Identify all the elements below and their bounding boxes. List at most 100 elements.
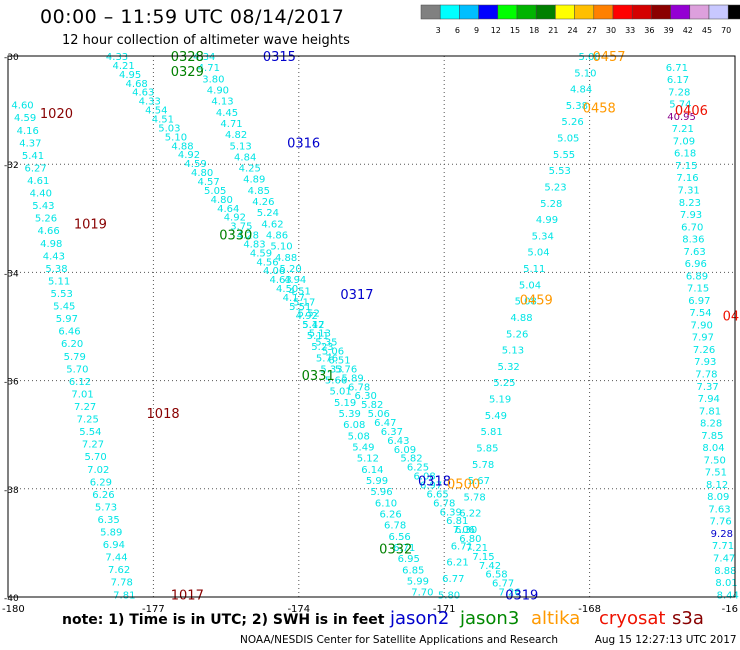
swh-value: 5.89: [100, 528, 122, 539]
swh-value: 7.44: [105, 553, 127, 564]
pass-time-label: 1018: [147, 407, 180, 422]
y-tick-label: -40: [4, 594, 19, 604]
swh-value: 5.04: [519, 280, 541, 291]
swh-value: 5.26: [35, 214, 57, 225]
swh-value: 6.81: [446, 516, 468, 527]
swh-value: 4.89: [243, 175, 265, 186]
swh-value: 5.20: [279, 264, 301, 275]
swh-value: 6.21: [446, 558, 468, 569]
swh-value: 7.97: [692, 333, 714, 344]
colorbar-label: 42: [683, 26, 693, 35]
pass-time-label: 0317: [340, 288, 373, 303]
y-tick-label: -34: [4, 269, 19, 279]
swh-value: 4.43: [43, 251, 65, 262]
pass-time-label: 0329: [171, 65, 204, 80]
colorbar-label: 36: [644, 26, 654, 35]
swh-value: 7.71: [712, 541, 734, 552]
swh-value: 6.77: [442, 574, 464, 585]
swh-value: 4.64: [217, 204, 239, 215]
swh-value: 4.63: [132, 88, 154, 99]
chart-subtitle: 12 hour collection of altimeter wave hei…: [62, 33, 350, 48]
swh-value: 8.09: [707, 492, 729, 503]
colorbar-swatch: [593, 4, 614, 20]
swh-value: 7.81: [699, 406, 721, 417]
swh-value: 7.47: [713, 553, 735, 564]
swh-value: 5.39: [339, 409, 361, 420]
swh-value: 7.15: [687, 284, 709, 295]
swh-value: 4.90: [207, 85, 229, 96]
swh-value: 7.25: [77, 415, 99, 426]
swh-value: 7.27: [74, 402, 96, 413]
swh-value: 5.12: [357, 454, 379, 465]
colorbar-label: 12: [491, 26, 501, 35]
swh-value: 4.13: [211, 97, 233, 108]
swh-value: 4.37: [19, 138, 41, 149]
y-tick-label: -36: [4, 378, 19, 388]
swh-value: 4.59: [250, 248, 272, 259]
swh-value: 5.74: [669, 100, 691, 111]
swh-value: 6.20: [61, 339, 83, 350]
swh-value: 6.17: [667, 75, 689, 86]
x-tick-label: -16: [722, 604, 738, 615]
swh-value: 5.03: [158, 123, 180, 134]
swh-value: 8.44: [717, 590, 739, 601]
swh-value: 4.21: [112, 61, 134, 72]
mission-altika: altika: [531, 608, 581, 629]
swh-value: 7.27: [82, 440, 104, 451]
swh-value: 4.51: [152, 114, 174, 125]
pass-time-label: 0318: [418, 475, 451, 490]
swh-value: 5.10: [165, 132, 187, 143]
swh-value: 4.61: [27, 176, 49, 187]
swh-value: 7.94: [698, 394, 720, 405]
swh-value: 40.95: [667, 112, 696, 123]
swh-value: 5.33: [320, 364, 342, 375]
swh-value: 4.80: [191, 168, 213, 179]
swh-value: 7.54: [689, 308, 711, 319]
swh-value: 7.06: [453, 525, 475, 536]
swh-value: 4.17: [283, 293, 305, 304]
pass-time-label: 0332: [379, 542, 412, 557]
swh-value: 4.63: [269, 275, 291, 286]
swh-value: 4.25: [239, 164, 261, 175]
colorbar-label: 21: [548, 26, 558, 35]
swh-value: 5.17: [302, 320, 324, 331]
swh-value: 5.52: [298, 309, 320, 320]
swh-value: 6.09: [394, 445, 416, 456]
swh-value: 5.25: [493, 378, 515, 389]
swh-value: 6.10: [375, 498, 397, 509]
swh-value: 7.31: [678, 185, 700, 196]
swh-value: 6.70: [681, 222, 703, 233]
swh-value: 5.08: [515, 297, 537, 308]
swh-value: 5.35: [315, 338, 337, 349]
swh-value: 5.06: [322, 347, 344, 358]
x-tick-label: -180: [2, 604, 25, 615]
swh-value: 5.73: [95, 502, 117, 513]
swh-value: 7.28: [668, 87, 690, 98]
swh-value: 4.59: [184, 159, 206, 170]
colorbar-label: 9: [474, 26, 479, 35]
pass-time-label: 0457: [592, 50, 625, 65]
swh-value: 7.42: [479, 561, 501, 572]
swh-value: 5.19: [489, 395, 511, 406]
swh-value: 4.85: [248, 186, 270, 197]
swh-value: 5.23: [544, 182, 566, 193]
swh-value: 9.28: [711, 529, 733, 540]
swh-value: 6.26: [92, 490, 114, 501]
swh-value: 5.96: [370, 487, 392, 498]
colorbar-label: 30: [606, 26, 616, 35]
swh-value: 5.19: [334, 398, 356, 409]
swh-value: 5.38: [45, 264, 67, 275]
swh-value: 5.66: [325, 376, 347, 387]
mission-jason2: jason2: [390, 608, 450, 629]
swh-value: 5.08: [578, 52, 600, 63]
swh-value: 6.37: [381, 427, 403, 438]
swh-value: 5.05: [557, 134, 579, 145]
swh-value: 5.26: [561, 117, 583, 128]
swh-value: 5.49: [485, 411, 507, 422]
colorbar-swatch: [670, 4, 691, 20]
colorbar-swatch: [439, 4, 460, 20]
swh-value: 6.35: [98, 515, 120, 526]
wave-height-values: 4.334.214.954.684.634.334.544.515.035.10…: [11, 52, 738, 601]
swh-value: 6.97: [688, 296, 710, 307]
